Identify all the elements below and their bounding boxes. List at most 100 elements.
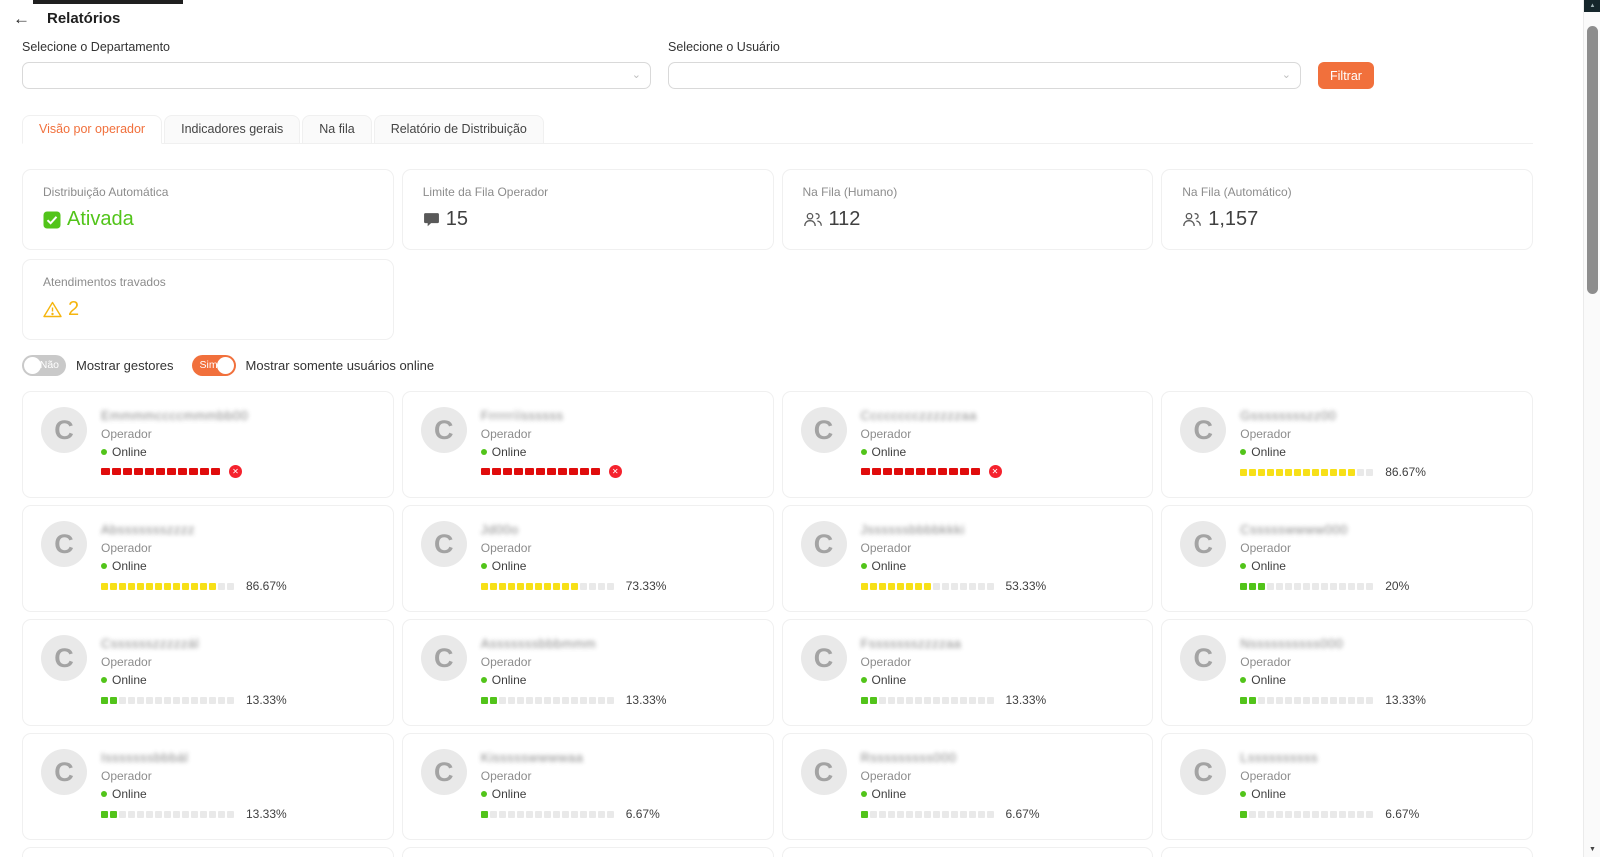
operator-card-partial[interactable] (1161, 847, 1533, 857)
queue-progress-bar: ✕ (101, 465, 375, 478)
progress-segment-filled (146, 582, 153, 590)
queue-percentage: 13.33% (246, 807, 287, 821)
filter-button[interactable]: Filtrar (1318, 62, 1374, 89)
avatar: C (420, 521, 467, 567)
progress-segment-empty (588, 810, 596, 818)
operator-card-partial[interactable] (781, 847, 1154, 857)
progress-segment-filled (1348, 468, 1356, 476)
toggle-mostrar-somente-usua-rios-online[interactable]: Sim (191, 355, 236, 376)
operator-card[interactable]: C Frrrrrííssssss Operador Online ✕ (401, 391, 774, 498)
progress-segment-empty (1285, 696, 1293, 704)
operator-card[interactable]: C Emmmmccccmmmbb00 Operador Online ✕ (22, 391, 394, 498)
queue-progress-bar: 13.33% (101, 693, 375, 707)
online-status-label: Online (1251, 673, 1286, 687)
department-select[interactable]: ⌄ (22, 62, 651, 89)
progress-segment-filled (869, 696, 877, 704)
progress-segment-filled (1240, 810, 1248, 818)
progress-segment-empty (1303, 810, 1311, 818)
user-select[interactable]: ⌄ (668, 62, 1301, 89)
tab-na-fila[interactable]: Na fila (302, 115, 372, 144)
progress-segment-filled (914, 582, 922, 590)
back-arrow-icon[interactable]: ← (13, 9, 30, 28)
progress-segment-empty (606, 696, 614, 704)
operator-card[interactable]: C Lssssssssss Operador Online 6.67% (1161, 733, 1533, 840)
tab-indicadores-gerais[interactable]: Indicadores gerais (164, 115, 301, 144)
operator-card[interactable]: C Csssssszzzzzál Operador Online 13.33% (22, 619, 394, 726)
progress-segment-full (970, 468, 980, 475)
progress-segment-empty (968, 696, 976, 704)
operator-card[interactable]: C Fssssssszzzzaa Operador Online 13.33% (781, 619, 1154, 726)
progress-segment-empty (887, 696, 895, 704)
progress-segment-filled (119, 582, 126, 590)
operator-card[interactable]: C Isssssssbbbál Operador Online 13.33% (22, 733, 394, 840)
operator-card[interactable]: C Abssssssszzzz Operador Online 86.67% (22, 505, 394, 612)
chevron-down-icon: ⌄ (631, 69, 641, 81)
operator-card[interactable]: C Rsssssssss000 Operador Online 6.67% (781, 733, 1154, 840)
progress-segment-empty (561, 810, 569, 818)
progress-segment-filled (191, 582, 198, 590)
queue-percentage: 20% (1385, 579, 1410, 593)
operator-card[interactable]: C Cssssswwww000 Operador Online 20% (1161, 505, 1533, 612)
operator-name-blurred: Rsssssssss000 (860, 750, 957, 765)
tab-relato-rio-de-distribuic-a-o[interactable]: Relatório de Distribuição (373, 115, 544, 144)
progress-segment-empty (1321, 582, 1329, 590)
progress-segment-empty (164, 696, 171, 704)
progress-segment-empty (1267, 810, 1275, 818)
toggles-row: Não Mostrar gestores Sim Mostrar somente us… (22, 355, 1583, 376)
progress-segment-filled (860, 582, 868, 590)
operator-card[interactable]: C Nssssssssss000 Operador Online 13.33% (1161, 619, 1533, 726)
tab-visa-o-por-operador[interactable]: Visão por operador (22, 115, 163, 144)
queue-percentage: 86.67% (246, 579, 287, 593)
operator-card[interactable]: C Jd00o Operador Online 73.33% (401, 505, 774, 612)
stat-card-value: 1,157 (1208, 208, 1259, 230)
avatar: C (800, 749, 847, 795)
team-icon (803, 211, 823, 228)
progress-segment-empty (1321, 810, 1329, 818)
online-status-label: Online (112, 673, 147, 687)
operator-card[interactable]: C Kissssswwwwaa Operador Online 6.67% (401, 733, 774, 840)
operator-name-blurred: Kissssswwwwaa (480, 750, 584, 765)
progress-segment-empty (986, 810, 994, 818)
progress-segment-filled (110, 810, 117, 818)
progress-segment-empty (977, 810, 985, 818)
operator-card-partial[interactable] (401, 847, 774, 857)
progress-segment-empty (905, 696, 913, 704)
online-status-label: Online (871, 559, 907, 573)
operator-role: Operador (1240, 655, 1291, 669)
online-status-dot (860, 449, 867, 455)
page-title: Relatórios (47, 10, 121, 27)
page-header: ← Relatórios (0, 0, 1583, 27)
online-status-label: Online (1251, 559, 1286, 573)
online-status-label: Online (491, 559, 527, 573)
operator-card[interactable]: C Jssssssbbbbkkki Operador Online 53.33% (781, 505, 1154, 612)
operator-card[interactable]: C Asssssssbbbmmm Operador Online 13.33% (401, 619, 774, 726)
progress-segment-filled (128, 582, 135, 590)
progress-segment-empty (182, 810, 189, 818)
progress-segment-filled (525, 582, 533, 590)
toggle-mostrar-gestores[interactable]: Não (22, 355, 66, 376)
online-status-dot (1240, 791, 1247, 797)
progress-segment-full (167, 468, 176, 475)
operator-name-blurred: Lssssssssss (1240, 750, 1318, 765)
operator-card[interactable]: C Gsssssssszz00 Operador Online 86.67% (1161, 391, 1533, 498)
operator-card-partial[interactable] (22, 847, 394, 857)
operator-card[interactable]: C Cccccccczzzzzzaa Operador Online ✕ (781, 391, 1154, 498)
progress-segment-filled (923, 582, 931, 590)
progress-segment-empty (1312, 582, 1320, 590)
online-status-label: Online (491, 445, 527, 459)
filters-bar: Selecione o Departamento ⌄ Selecione o U… (22, 40, 1583, 89)
progress-segment-full (513, 468, 523, 475)
user-select-label: Selecione o Usuário (668, 40, 780, 54)
error-circle-icon: ✕ (988, 465, 1002, 478)
progress-segment-filled (1249, 582, 1257, 590)
online-status-label: Online (491, 673, 527, 687)
progress-segment-filled (1321, 468, 1329, 476)
progress-segment-empty (1258, 810, 1266, 818)
progress-segment-filled (1258, 582, 1266, 590)
progress-segment-filled (552, 582, 560, 590)
progress-segment-empty (552, 810, 560, 818)
progress-segment-full (590, 468, 600, 475)
queue-percentage: 6.67% (625, 807, 660, 821)
progress-segment-empty (959, 810, 967, 818)
queue-progress-bar: 13.33% (101, 807, 375, 821)
